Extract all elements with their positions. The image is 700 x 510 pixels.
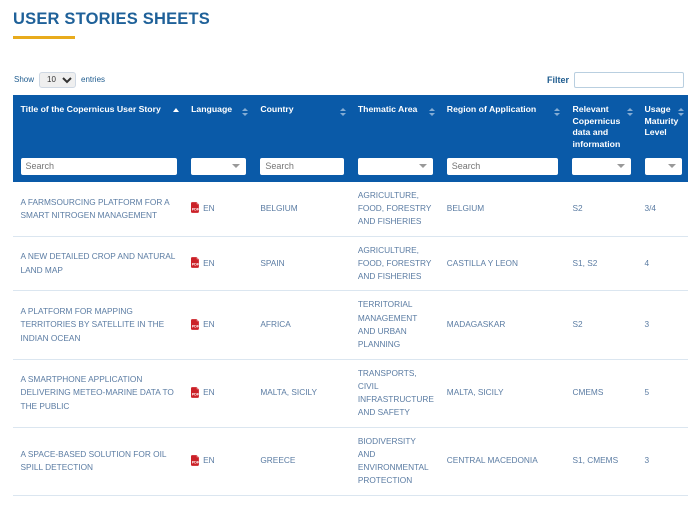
svg-text:PDF: PDF: [192, 392, 200, 396]
svg-text:PDF: PDF: [192, 208, 200, 212]
svg-text:PDF: PDF: [192, 460, 200, 464]
svg-text:PDF: PDF: [192, 324, 200, 328]
svg-text:PDF: PDF: [192, 263, 200, 267]
